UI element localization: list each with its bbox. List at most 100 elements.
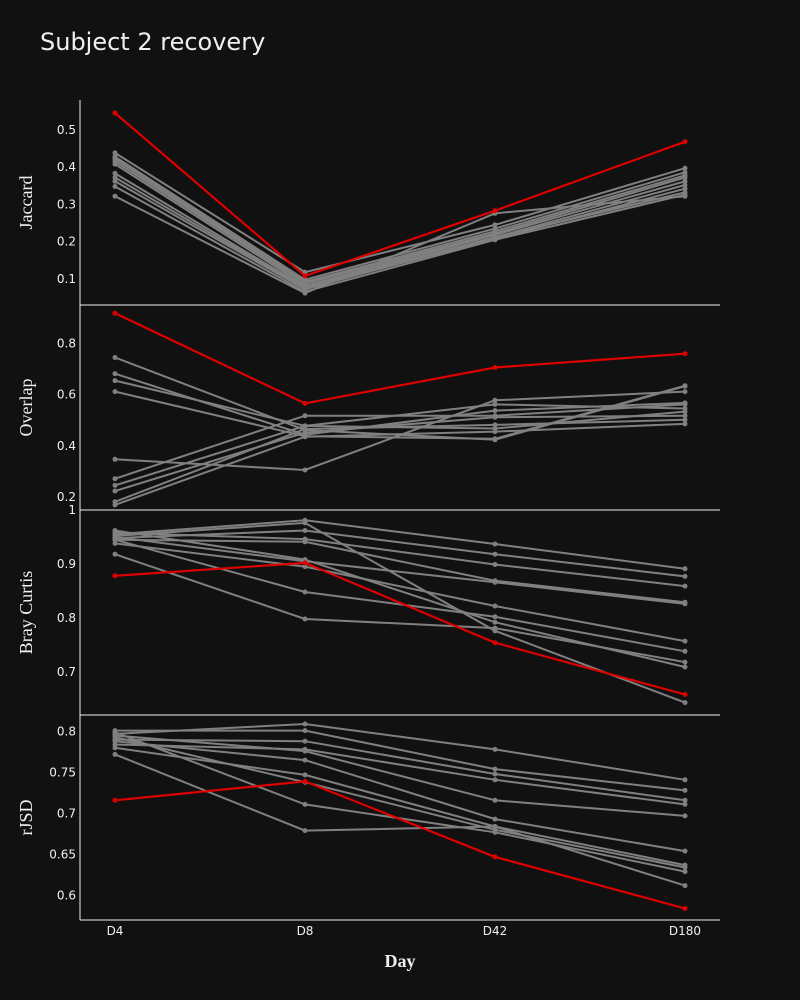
series-gray-5-point	[492, 579, 498, 585]
y-tick-label: 0.1	[57, 272, 76, 286]
y-tick-label: 0.9	[57, 557, 76, 571]
series-gray-5-point	[682, 178, 688, 184]
series-gray-7-point	[682, 186, 688, 192]
chart-panels: 0.1 0.2 0.3 0.4 0.5 Jaccard 0.2 0.4 0.6 0.8 Overla…	[16, 100, 720, 921]
series-gray-3-line	[114, 738, 686, 802]
series-gray-4-line	[114, 384, 686, 440]
series-gray-10-point	[112, 751, 118, 757]
series-gray-9-point	[492, 237, 498, 243]
series-gray-9-point	[492, 422, 498, 428]
series-gray-9-point	[112, 528, 118, 533]
series-gray-8-point	[112, 488, 118, 494]
x-tick-label: D8	[297, 924, 314, 938]
series-gray-9-point	[112, 729, 118, 735]
series-gray-10-line	[114, 422, 686, 506]
series-gray-6-point	[112, 540, 118, 546]
series-gray-8-point	[682, 659, 688, 665]
series-gray-9-line	[114, 185, 686, 293]
y-axis-label-overlap: Overlap	[16, 379, 36, 437]
y-tick-label: 0.4	[57, 160, 76, 174]
series-gray-7-line	[114, 746, 686, 867]
series-gray-2-point	[682, 787, 688, 793]
series-gray-1-point	[492, 222, 498, 228]
series-gray-6	[112, 738, 688, 854]
series-highlight-point	[682, 692, 688, 697]
series-gray-6-line	[114, 740, 686, 853]
series-gray-8-point	[112, 734, 118, 740]
series-gray-9-line	[114, 529, 686, 668]
series-gray-9-point	[492, 619, 498, 625]
x-axis-label: Day	[385, 951, 416, 971]
series-gray-6-line	[114, 403, 686, 480]
series-gray-8-point	[302, 430, 308, 436]
y-tick-label: 0.8	[57, 724, 76, 738]
series-highlight-point	[302, 273, 308, 279]
series-highlight-point	[112, 110, 118, 116]
series-highlight	[112, 778, 688, 911]
series-gray-1-point	[302, 721, 308, 727]
series-gray-8-point	[682, 413, 688, 419]
y-tick-label: 0.8	[57, 611, 76, 625]
series-gray-1-line	[114, 722, 686, 781]
series-gray-4	[112, 383, 688, 442]
series-gray-7-point	[682, 409, 688, 415]
series-gray-3-point	[112, 378, 118, 384]
series-gray-6	[112, 540, 688, 644]
y-tick-label: 0.7	[57, 665, 76, 679]
series-gray-2-point	[492, 766, 498, 772]
series-gray-8-line	[114, 736, 686, 869]
series-gray-1-point	[682, 165, 688, 171]
series-gray-10-point	[492, 429, 498, 435]
x-axis-ticks: D4 D8 D42 D180	[107, 924, 702, 938]
series-highlight-line	[114, 112, 686, 278]
series-highlight-point	[112, 797, 118, 803]
series-gray-10	[112, 751, 688, 889]
series-gray-10-point	[112, 502, 118, 508]
series-gray-5-point	[682, 601, 688, 607]
series-gray-10-point	[682, 193, 688, 199]
series-gray-10-point	[112, 533, 118, 539]
y-tick-label: 1	[68, 503, 76, 517]
series-gray-6-point	[682, 401, 688, 407]
series-gray-8-point	[302, 616, 308, 622]
series-highlight-point	[302, 400, 308, 406]
series-gray-4-point	[682, 801, 688, 807]
series-gray-5	[112, 161, 688, 289]
x-tick-label: D180	[669, 924, 701, 938]
series-gray-5-point	[682, 389, 688, 395]
series-highlight-point	[492, 854, 498, 860]
series-gray-4-point	[682, 383, 688, 389]
series-gray-7-point	[302, 772, 308, 778]
series-gray-6-point	[492, 603, 498, 609]
series-gray-10-point	[492, 628, 498, 634]
series-gray-9-point	[302, 801, 308, 807]
series-highlight	[112, 110, 688, 279]
series-highlight-point	[682, 351, 688, 357]
series-gray-1-point	[112, 150, 118, 156]
series-gray-4-point	[302, 539, 308, 545]
series-gray-6-point	[112, 170, 118, 176]
y-axis-label-rjsd: rJSD	[16, 799, 36, 835]
y-tick-label: 0.3	[57, 197, 76, 211]
series-gray-9	[112, 528, 688, 670]
series-gray-1	[112, 150, 688, 275]
series-highlight	[112, 310, 688, 406]
y-tick-label: 0.4	[57, 439, 76, 453]
series-highlight-point	[492, 640, 498, 646]
series-gray-1-point	[682, 777, 688, 783]
series-gray-5-point	[492, 797, 498, 803]
series-gray-6	[112, 170, 688, 290]
y-axis-label-jaccard: Jaccard	[16, 176, 36, 230]
series-gray-1	[112, 355, 688, 443]
series-highlight-point	[302, 778, 308, 784]
series-highlight-point	[302, 560, 308, 566]
series-gray-10	[112, 520, 688, 706]
series-gray-8-point	[492, 414, 498, 420]
series-gray-6-point	[492, 816, 498, 822]
series-gray-8-point	[112, 551, 118, 557]
series-gray-6-point	[682, 638, 688, 644]
series-gray-8-line	[114, 180, 686, 291]
series-gray-5-point	[682, 813, 688, 819]
series-gray-9-point	[492, 829, 498, 835]
series-gray-3-line	[114, 531, 686, 588]
